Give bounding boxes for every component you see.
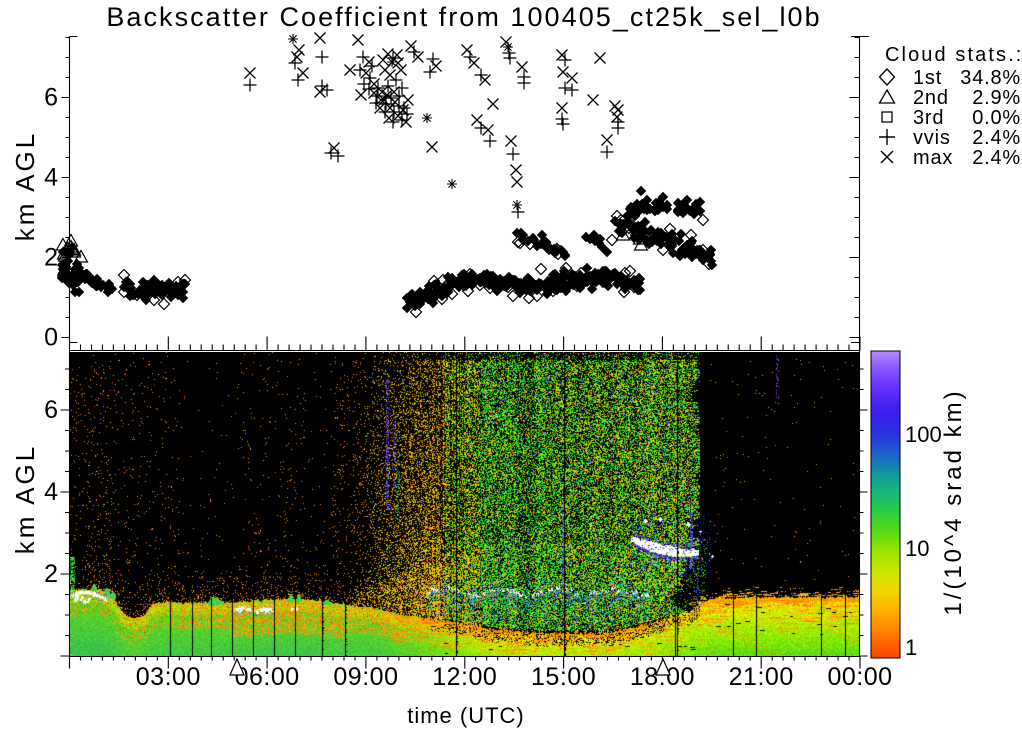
svg-text:21:00: 21:00 [729,663,794,691]
svg-text:100: 100 [905,422,942,447]
svg-text:09:00: 09:00 [333,663,398,691]
svg-text:6: 6 [44,396,58,424]
svg-text:03:00: 03:00 [136,663,201,691]
svg-text:1st: 1st [913,67,942,89]
svg-text:vvis: vvis [913,127,951,149]
svg-text:0.0%: 0.0% [972,107,1021,129]
svg-text:max: max [913,147,953,169]
svg-text:4: 4 [44,478,58,506]
svg-text:1/(10^4 srad km): 1/(10^4 srad km) [940,388,967,615]
svg-text:Cloud stats.:: Cloud stats.: [885,44,1022,66]
svg-text:12:00: 12:00 [432,663,497,691]
svg-text:34.8%: 34.8% [960,67,1021,89]
svg-text:06:00: 06:00 [235,663,300,691]
svg-text:km AGL: km AGL [10,444,40,554]
svg-text:2: 2 [44,244,58,272]
svg-text:15:00: 15:00 [531,663,596,691]
svg-text:2.4%: 2.4% [972,127,1021,149]
svg-text:3rd: 3rd [913,107,944,129]
svg-text:km AGL: km AGL [10,131,40,241]
svg-text:10: 10 [905,536,929,561]
svg-text:00:00: 00:00 [827,663,892,691]
svg-text:2.9%: 2.9% [972,87,1021,109]
svg-text:1: 1 [905,635,917,660]
svg-text:2.4%: 2.4% [972,147,1021,169]
svg-text:4: 4 [44,164,58,192]
svg-text:time (UTC): time (UTC) [407,703,525,728]
svg-text:0: 0 [44,324,58,352]
svg-text:2: 2 [44,560,58,588]
svg-text:2nd: 2nd [913,87,949,109]
svg-text:6: 6 [44,84,58,112]
svg-text:Backscatter Coefficient from: Backscatter Coefficient from 100405_ct25… [106,2,821,32]
